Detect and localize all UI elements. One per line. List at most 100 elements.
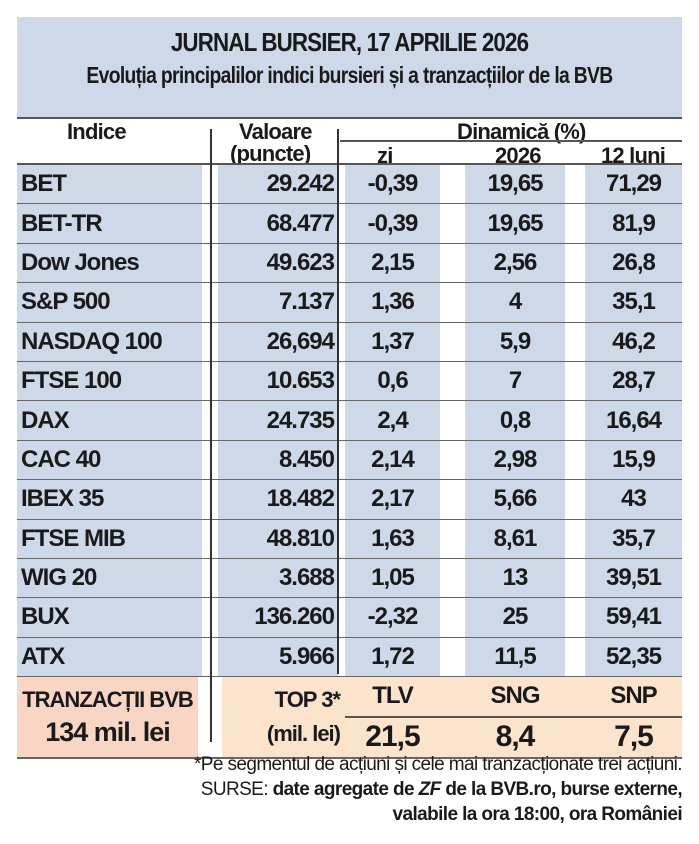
change-12m: 26,8: [585, 243, 682, 283]
index-value: 8.450: [218, 440, 338, 480]
index-value: 18.482: [218, 480, 338, 519]
index-name: BUX: [17, 598, 202, 637]
change-12m: 28,7: [585, 361, 682, 401]
table-row: NASDAQ 100 26,694 1,37 5,9 46,2: [17, 322, 682, 362]
change-day: 1,36: [345, 283, 440, 322]
index-value: 48.810: [218, 519, 338, 558]
index-value: 10.653: [218, 361, 338, 401]
change-day: -2,32: [345, 598, 440, 637]
market-table: JURNAL BURSIER, 17 APRILIE 2026 Evoluția…: [17, 17, 682, 760]
change-day: 2,15: [345, 243, 440, 283]
change-day: 2,14: [345, 440, 440, 480]
index-value: 68.477: [218, 204, 338, 243]
change-12m: 16,64: [585, 401, 682, 440]
index-value: 136.260: [218, 598, 338, 637]
change-day: 1,63: [345, 519, 440, 558]
change-ytd: 19,65: [465, 204, 565, 243]
index-value: 24.735: [218, 401, 338, 440]
header-valoare: Valoare: [239, 119, 312, 144]
table-row: BUX 136.260 -2,32 25 59,41: [17, 598, 682, 638]
table-row: FTSE 100 10.653 0,6 7 28,7: [17, 361, 682, 402]
index-value: 7.137: [218, 283, 338, 322]
bvb-total: 134 mil. lei: [45, 716, 171, 747]
table-row: IBEX 35 18.482 2,17 5,66 43: [17, 480, 682, 520]
top-symbol-1: TLV: [372, 682, 414, 710]
change-ytd: 5,66: [465, 480, 565, 519]
sources-text-3: valabile la ora 18:00, ora României: [392, 804, 683, 825]
change-ytd: 0,8: [465, 401, 565, 440]
change-day: -0,39: [345, 165, 440, 204]
change-day: 1,37: [345, 322, 440, 361]
bvb-label: TRANZACȚII BVB: [22, 686, 194, 712]
table-row: S&P 500 7.137 1,36 4 35,1: [17, 283, 682, 323]
change-ytd: 19,65: [465, 165, 565, 204]
table-header: Indice Valoare (puncte) Dinamică (%) zi …: [17, 119, 682, 168]
change-12m: 15,9: [585, 440, 682, 480]
change-day: 2,17: [345, 480, 440, 519]
change-day: 1,72: [345, 637, 440, 677]
change-12m: 46,2: [585, 322, 682, 361]
change-12m: 71,29: [585, 165, 682, 204]
top-symbol-2: SNG: [490, 682, 540, 710]
page-subtitle: Evoluția principalilor indici bursieri ș…: [86, 62, 613, 88]
index-value: 26,694: [218, 322, 338, 361]
change-ytd: 13: [465, 558, 565, 598]
index-value: 5.966: [218, 637, 338, 677]
footnote: *Pe segmentul de acțiuni și cele mai tra…: [193, 754, 683, 775]
index-name: DAX: [17, 401, 202, 440]
top-value-1: 21,5: [365, 720, 420, 754]
change-12m: 81,9: [585, 204, 682, 243]
change-12m: 43: [585, 480, 682, 519]
index-value: 29.242: [218, 165, 338, 204]
page-title: JURNAL BURSIER, 17 APRILIE 2026: [170, 27, 529, 57]
index-name: FTSE 100: [17, 361, 202, 401]
change-ytd: 7: [465, 361, 565, 401]
table-row: WIG 20 3.688 1,05 13 39,51: [17, 558, 682, 599]
index-value: 3.688: [218, 558, 338, 598]
change-12m: 52,35: [585, 637, 682, 677]
index-name: CAC 40: [17, 440, 202, 480]
index-value: 49.623: [218, 243, 338, 283]
change-ytd: 8,61: [465, 519, 565, 558]
change-ytd: 4: [465, 283, 565, 322]
footer: *Pe segmentul de acțiuni și cele mai tra…: [193, 752, 683, 827]
index-name: WIG 20: [17, 558, 202, 598]
header-zi: zi: [377, 143, 393, 168]
header-indice: Indice: [67, 119, 127, 144]
top3-unit: (mil. lei): [266, 721, 341, 747]
change-12m: 59,41: [585, 598, 682, 637]
table-row: BET 29.242 -0,39 19,65 71,29: [17, 163, 682, 205]
change-day: 1,05: [345, 558, 440, 598]
index-name: FTSE MIB: [17, 519, 202, 558]
change-12m: 35,1: [585, 283, 682, 322]
change-ytd: 25: [465, 598, 565, 637]
header-valoare-unit: (puncte): [230, 141, 311, 166]
bvb-transactions-row: TRANZACȚII BVB 134 mil. lei TOP 3* (mil.…: [17, 677, 682, 760]
change-day: 0,6: [345, 361, 440, 401]
index-name: NASDAQ 100: [17, 322, 202, 361]
index-name: ATX: [17, 637, 202, 677]
top-value-3: 7,5: [614, 720, 654, 754]
change-12m: 35,7: [585, 519, 682, 558]
table-row: BET-TR 68.477 -0,39 19,65 81,9: [17, 204, 682, 244]
index-name: BET: [17, 165, 202, 204]
change-day: 2,4: [345, 401, 440, 440]
top3-label: TOP 3*: [274, 687, 341, 713]
change-ytd: 2,56: [465, 243, 565, 283]
header-dinamica: Dinamică (%): [457, 119, 586, 144]
change-12m: 39,51: [585, 558, 682, 598]
index-name: Dow Jones: [17, 243, 202, 283]
sources-label: SURSE:: [200, 779, 269, 800]
table-body: BET 29.242 -0,39 19,65 71,29 BET-TR 68.477 -0,3…: [17, 163, 682, 678]
index-name: BET-TR: [17, 204, 202, 243]
sources-zf: ZF: [418, 779, 442, 800]
sources-text: date agregate de: [272, 779, 415, 800]
change-ytd: 11,5: [465, 637, 565, 677]
table-row: FTSE MIB 48.810 1,63 8,61 35,7: [17, 519, 682, 559]
table-row: DAX 24.735 2,4 0,8 16,64: [17, 401, 682, 441]
change-day: -0,39: [345, 204, 440, 243]
top-value-2: 8,4: [495, 720, 536, 754]
index-name: S&P 500: [17, 283, 202, 322]
title-band: JURNAL BURSIER, 17 APRILIE 2026 Evoluția…: [17, 17, 682, 119]
change-ytd: 2,98: [465, 440, 565, 480]
